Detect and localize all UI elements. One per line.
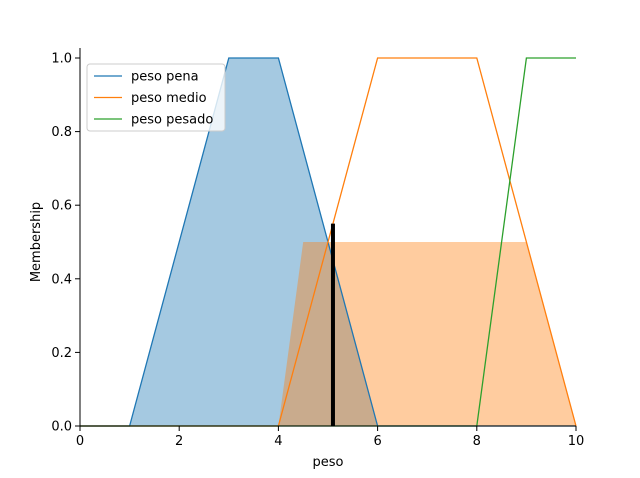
y-tick-label: 0.2 <box>51 346 72 361</box>
y-tick-label: 0.6 <box>51 199 72 214</box>
y-tick-label: 0.8 <box>51 125 72 140</box>
ticks: 0 2 4 6 8 10 0.0 0.2 0.4 0.6 0.8 1.0 <box>51 52 584 450</box>
y-tick-label: 1.0 <box>51 52 72 67</box>
legend-label: peso pesado <box>131 113 213 128</box>
x-tick-label: 4 <box>274 434 282 449</box>
y-axis-label: Membership <box>29 202 44 282</box>
x-tick-label: 6 <box>373 434 381 449</box>
x-tick-label: 10 <box>568 434 585 449</box>
legend: peso pena peso medio peso pesado <box>86 63 226 132</box>
legend-label: peso medio <box>131 91 207 106</box>
x-tick-label: 2 <box>175 434 183 449</box>
legend-box <box>86 63 226 132</box>
x-tick-label: 8 <box>473 434 481 449</box>
y-tick-label: 0.4 <box>51 272 72 287</box>
y-tick-label: 0.0 <box>51 420 72 435</box>
x-axis-label: peso <box>313 455 344 470</box>
legend-label: peso pena <box>131 70 199 85</box>
axes <box>79 48 576 427</box>
x-tick-label: 0 <box>76 434 84 449</box>
filled-region-1 <box>80 242 576 426</box>
